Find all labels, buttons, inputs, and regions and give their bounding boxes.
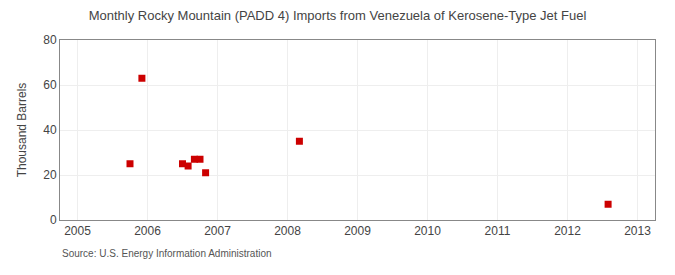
svg-text:Monthly Rocky Mountain (PADD 4: Monthly Rocky Mountain (PADD 4) Imports …	[89, 8, 587, 23]
svg-text:2009: 2009	[344, 224, 371, 238]
svg-text:2011: 2011	[485, 224, 511, 238]
svg-text:40: 40	[43, 123, 57, 137]
svg-text:20: 20	[43, 168, 57, 182]
svg-text:0: 0	[50, 213, 57, 227]
svg-text:2013: 2013	[624, 224, 651, 238]
svg-text:80: 80	[43, 33, 57, 47]
svg-text:60: 60	[43, 78, 57, 92]
svg-text:2006: 2006	[134, 224, 161, 238]
svg-text:2005: 2005	[64, 224, 91, 238]
svg-text:2010: 2010	[414, 224, 441, 238]
svg-text:2008: 2008	[274, 224, 301, 238]
svg-text:Source: U.S. Energy Informatio: Source: U.S. Energy Information Administ…	[62, 248, 272, 259]
svg-text:2007: 2007	[204, 224, 231, 238]
svg-text:2012: 2012	[554, 224, 581, 238]
svg-text:Thousand Barrels: Thousand Barrels	[15, 83, 29, 178]
